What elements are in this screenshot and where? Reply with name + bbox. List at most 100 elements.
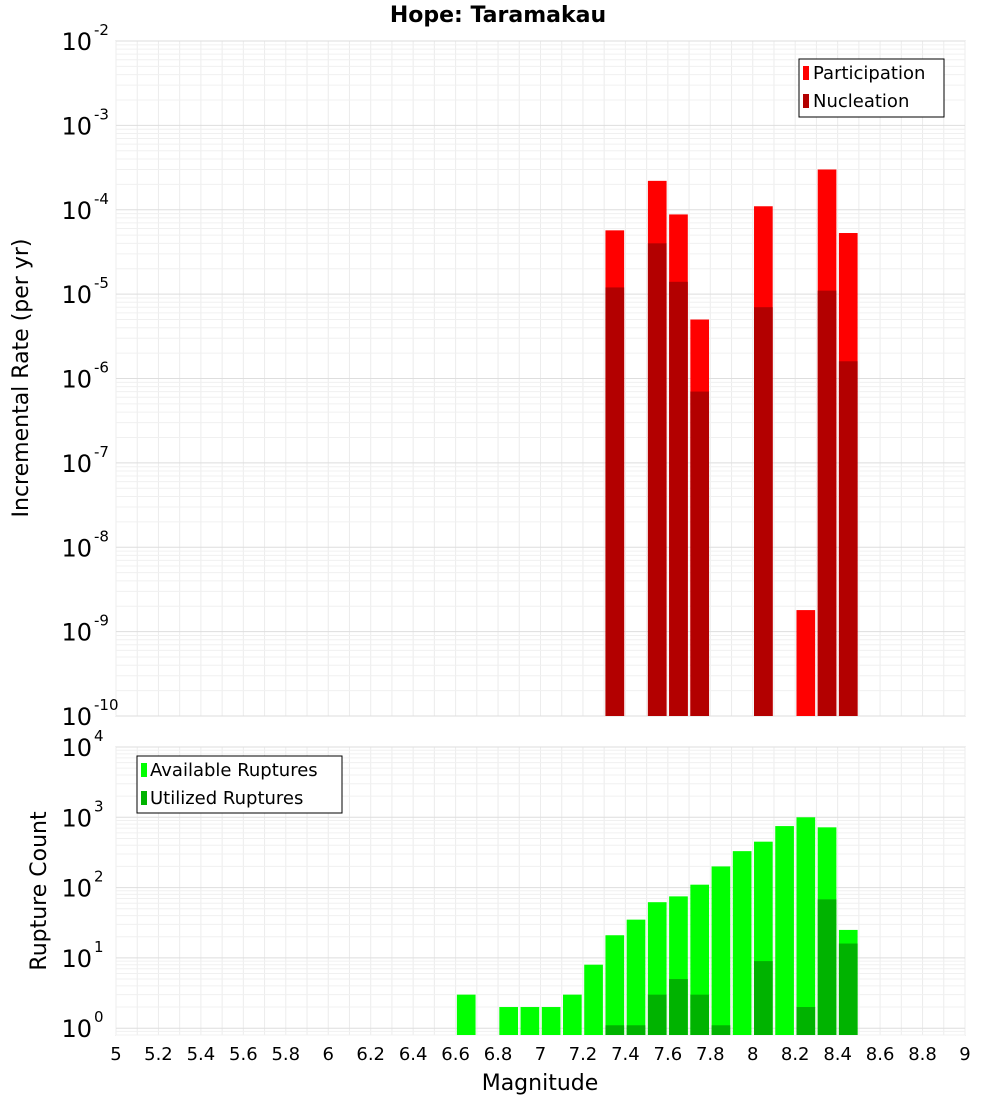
x-tick-label: 5.4 [187, 1044, 216, 1065]
count-bar-b [796, 1007, 816, 1035]
rate-y-tick-label: 10 [61, 534, 92, 562]
count-bar-a [775, 826, 794, 1035]
chart-title: Hope: Taramakau [390, 3, 606, 28]
count-bar-a [605, 935, 625, 1035]
top-gridlines [115, 40, 966, 717]
x-tick-label: 6.2 [356, 1044, 385, 1065]
bottom-bars [456, 817, 858, 1035]
rate-y-tick-label: 10 [61, 28, 92, 56]
x-tick-label: 8.8 [908, 1044, 937, 1065]
top-y-axis-title: Incremental Rate (per yr) [9, 239, 34, 518]
rate-y-tick-label: 10 [61, 703, 92, 731]
x-tick-label: 6.4 [399, 1044, 428, 1065]
count-y-tick-label: 10 [61, 804, 92, 832]
rate-y-tick-label: 10 [61, 112, 92, 140]
count-bar-a [520, 1007, 540, 1035]
rate-y-tick-exponent: -3 [94, 105, 109, 123]
top-y-tick-labels: 10-210-310-410-510-610-710-810-910-10 [61, 21, 118, 731]
count-bar-a [562, 994, 582, 1035]
legend-label-nucleation: Nucleation [813, 91, 909, 112]
top-panel: 10-210-310-410-510-610-710-810-910-10 In… [9, 21, 966, 731]
x-tick-label: 5.6 [229, 1044, 258, 1065]
rate-bar-b [690, 391, 710, 716]
x-tick-label: 7 [535, 1044, 546, 1065]
bottom-y-axis-title: Rupture Count [27, 811, 52, 971]
rate-y-tick-label: 10 [61, 197, 92, 225]
rate-y-tick-exponent: -10 [94, 696, 119, 714]
rate-y-tick-exponent: -7 [94, 443, 109, 461]
rate-y-tick-exponent: -4 [94, 190, 109, 208]
count-bar-b [817, 899, 837, 1035]
count-bar-a [456, 994, 476, 1035]
count-bar-b [669, 979, 688, 1035]
count-bar-b [690, 994, 710, 1035]
x-tick-label: 6 [323, 1044, 334, 1065]
top-legend-box [798, 58, 945, 118]
legend-swatch-participation [803, 66, 809, 80]
count-bar-a [711, 866, 731, 1035]
x-tick-label: 8.2 [781, 1044, 810, 1065]
rate-bar-b [647, 243, 667, 717]
top-legend: Participation Nucleation [798, 58, 945, 118]
x-tick-label: 7.6 [654, 1044, 683, 1065]
x-tick-label: 6.8 [484, 1044, 513, 1065]
x-tick-label: 8.6 [866, 1044, 895, 1065]
x-tick-label: 5 [110, 1044, 121, 1065]
x-tick-label: 6.6 [441, 1044, 470, 1065]
count-y-tick-label: 10 [61, 875, 92, 903]
count-bar-b [711, 1025, 731, 1035]
x-tick-labels: 5 5.2 5.4 5.6 5.8 6 6.2 6.4 6.6 6.8 7 7.2 7.4 7.6 7.8 8… [110, 1044, 970, 1065]
x-tick-label: 7.4 [611, 1044, 640, 1065]
x-axis-title: Magnitude [482, 1071, 599, 1096]
x-tick-label: 5.8 [271, 1044, 300, 1065]
rate-bar-b [838, 361, 858, 716]
count-bar-a [732, 851, 752, 1035]
legend-swatch-utilized [141, 791, 147, 805]
bottom-legend-box [136, 755, 343, 814]
rate-y-tick-exponent: -9 [94, 612, 109, 630]
rate-y-tick-label: 10 [61, 619, 92, 647]
count-y-tick-label: 10 [61, 734, 92, 762]
x-tick-label: 8 [747, 1044, 758, 1065]
count-y-tick-exponent: 0 [94, 1008, 104, 1026]
rate-bar-b [605, 287, 625, 716]
x-tick-label: 7.8 [696, 1044, 725, 1065]
rate-y-tick-exponent: -6 [94, 359, 109, 377]
count-bar-a [796, 817, 816, 1035]
rate-y-tick-exponent: -5 [94, 274, 109, 292]
x-tick-label: 7.2 [569, 1044, 598, 1065]
rate-bar-b [669, 281, 688, 716]
count-bar-b [838, 943, 858, 1035]
legend-swatch-nucleation [803, 94, 809, 108]
legend-label-utilized: Utilized Ruptures [150, 788, 303, 809]
rate-bar-b [754, 307, 773, 716]
count-bar-a [626, 919, 646, 1035]
count-bar-a [584, 964, 603, 1035]
rate-y-tick-exponent: -8 [94, 527, 109, 545]
count-bar-a [499, 1007, 519, 1035]
count-bar-b [626, 1025, 646, 1035]
count-bar-a [541, 1007, 561, 1035]
bottom-legend: Available Ruptures Utilized Ruptures [136, 755, 343, 814]
legend-swatch-available [141, 763, 147, 777]
count-y-tick-label: 10 [61, 1015, 92, 1043]
top-bars [605, 169, 858, 717]
count-y-tick-exponent: 4 [94, 727, 104, 745]
x-tick-label: 9 [959, 1044, 970, 1065]
rate-bar-b [817, 290, 837, 716]
x-tick-label: 8.4 [823, 1044, 852, 1065]
legend-label-available: Available Ruptures [150, 760, 318, 781]
rate-bar-a [796, 610, 816, 716]
count-bar-b [605, 1025, 625, 1035]
rate-y-tick-label: 10 [61, 281, 92, 309]
count-bar-b [647, 994, 667, 1035]
legend-label-participation: Participation [813, 63, 925, 84]
count-y-tick-exponent: 3 [94, 797, 104, 815]
count-y-tick-exponent: 1 [94, 938, 104, 956]
count-y-tick-label: 10 [61, 945, 92, 973]
rate-y-tick-label: 10 [61, 450, 92, 478]
count-y-tick-exponent: 2 [94, 868, 104, 886]
